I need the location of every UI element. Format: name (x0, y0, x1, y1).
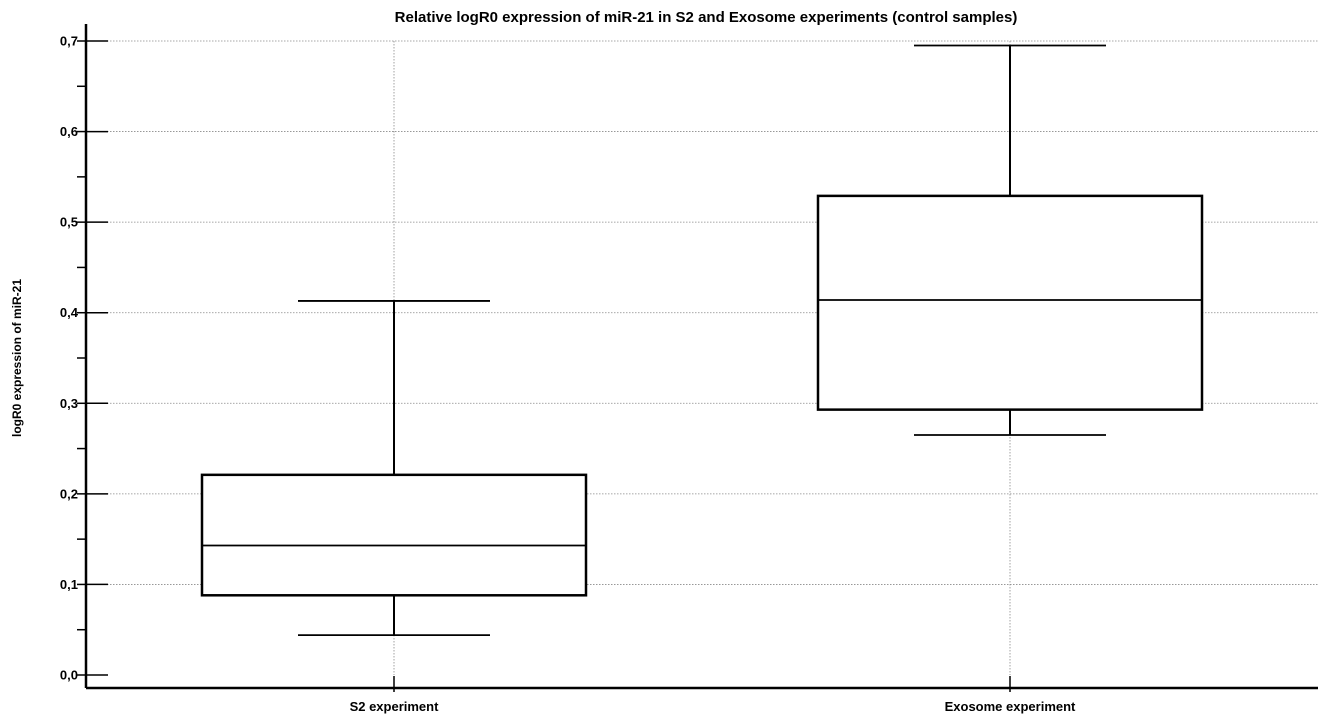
label-layer: 0,0 0,1 0,2 0,3 0,4 0,5 0,6 0,7 S2 experiment Exo… (60, 34, 1076, 715)
y-tick-label: 0,7 (60, 34, 78, 49)
y-tick-label: 0,5 (60, 215, 78, 230)
x-category-label: Exosome experiment (945, 699, 1076, 714)
axis-layer (77, 24, 1318, 692)
box-layer (200, 44, 1204, 637)
y-tick-label: 0,6 (60, 124, 78, 139)
y-tick-label: 0,2 (60, 486, 78, 501)
y-tick-label: 0,1 (60, 577, 78, 592)
y-tick-label: 0,0 (60, 668, 78, 683)
iqr-box (200, 473, 588, 597)
y-axis-label: logR0 expression of miR-21 (10, 279, 24, 437)
y-tick-label: 0,4 (60, 305, 79, 320)
y-tick-label: 0,3 (60, 396, 78, 411)
iqr-box (816, 194, 1204, 411)
chart-title: Relative logR0 expression of miR-21 in S… (395, 9, 1018, 26)
x-category-label: S2 experiment (350, 699, 440, 714)
